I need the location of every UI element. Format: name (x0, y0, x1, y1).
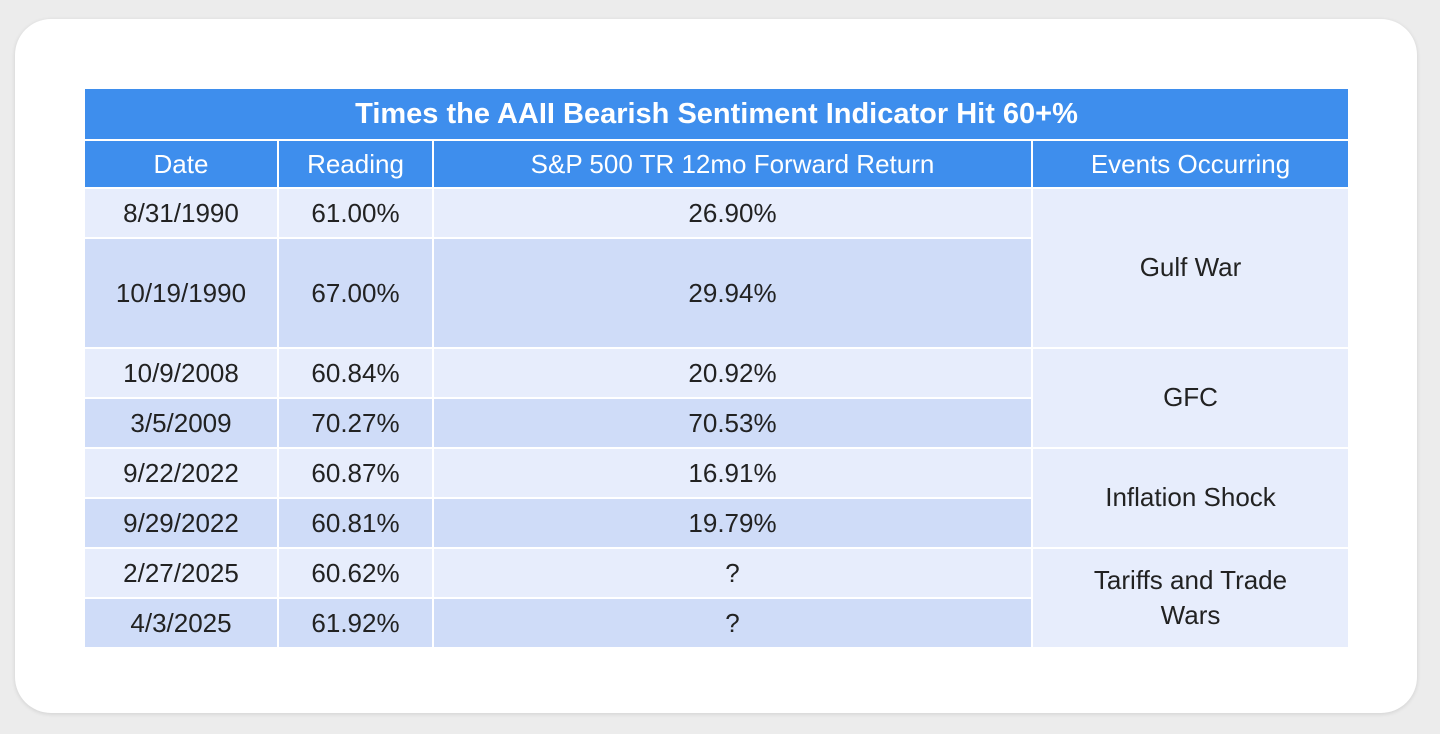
header-forward-return: S&P 500 TR 12mo Forward Return (432, 139, 1033, 189)
header-reading: Reading (277, 139, 434, 189)
sentiment-table: Times the AAII Bearish Sentiment Indicat… (82, 87, 1351, 649)
header-row: Date Reading S&P 500 TR 12mo Forward Ret… (83, 139, 1351, 189)
cell-reading: 60.62% (277, 547, 434, 599)
cell-forward-return: 20.92% (432, 347, 1033, 399)
table-row: 9/29/2022 60.81% 19.79% (83, 497, 1349, 549)
cell-date: 2/27/2025 (83, 547, 279, 599)
cell-reading: 60.81% (277, 497, 434, 549)
cell-date: 9/29/2022 (83, 497, 279, 549)
table-row: 3/5/2009 70.27% 70.53% (83, 397, 1349, 449)
cell-date: 10/9/2008 (83, 347, 279, 399)
event-gfc: GFC (1030, 347, 1351, 449)
cell-reading: 61.92% (277, 597, 434, 649)
cell-reading: 67.00% (277, 237, 434, 349)
table-row: 4/3/2025 61.92% ? (83, 597, 1349, 649)
cell-forward-return: ? (432, 547, 1033, 599)
cell-forward-return: 19.79% (432, 497, 1033, 549)
cell-reading: 70.27% (277, 397, 434, 449)
event-gulf-war: Gulf War (1030, 187, 1351, 349)
cell-date: 3/5/2009 (83, 397, 279, 449)
table-row: 2/27/2025 60.62% ? Tariffs and Trade War… (83, 547, 1351, 649)
header-events: Events Occurring (1030, 139, 1351, 189)
table-row: 10/19/1990 67.00% 29.94% (83, 237, 1349, 349)
cell-date: 8/31/1990 (83, 187, 279, 239)
header-date: Date (83, 139, 279, 189)
title-row: Times the AAII Bearish Sentiment Indicat… (82, 87, 1351, 141)
table-title: Times the AAII Bearish Sentiment Indicat… (82, 87, 1351, 141)
table-row: 8/31/1990 61.00% 26.90% Gulf War (83, 187, 1351, 349)
event-tariffs-label: Tariffs and Trade Wars (1093, 564, 1288, 630)
table-row: 9/22/2022 60.87% 16.91% Inflation Shock (83, 447, 1351, 549)
cell-date: 9/22/2022 (83, 447, 279, 499)
cell-reading: 60.87% (277, 447, 434, 499)
event-inflation-shock: Inflation Shock (1030, 447, 1351, 549)
cell-forward-return: ? (432, 597, 1033, 649)
cell-reading: 60.84% (277, 347, 434, 399)
cell-reading: 61.00% (277, 187, 434, 239)
cell-forward-return: 29.94% (432, 237, 1033, 349)
table-row: 10/9/2008 60.84% 20.92% GFC (83, 347, 1351, 449)
cell-forward-return: 16.91% (432, 447, 1033, 499)
cell-date: 4/3/2025 (83, 597, 279, 649)
event-tariffs: Tariffs and Trade Wars (1030, 547, 1351, 649)
cell-forward-return: 26.90% (432, 187, 1033, 239)
cell-date: 10/19/1990 (83, 237, 279, 349)
cell-forward-return: 70.53% (432, 397, 1033, 449)
